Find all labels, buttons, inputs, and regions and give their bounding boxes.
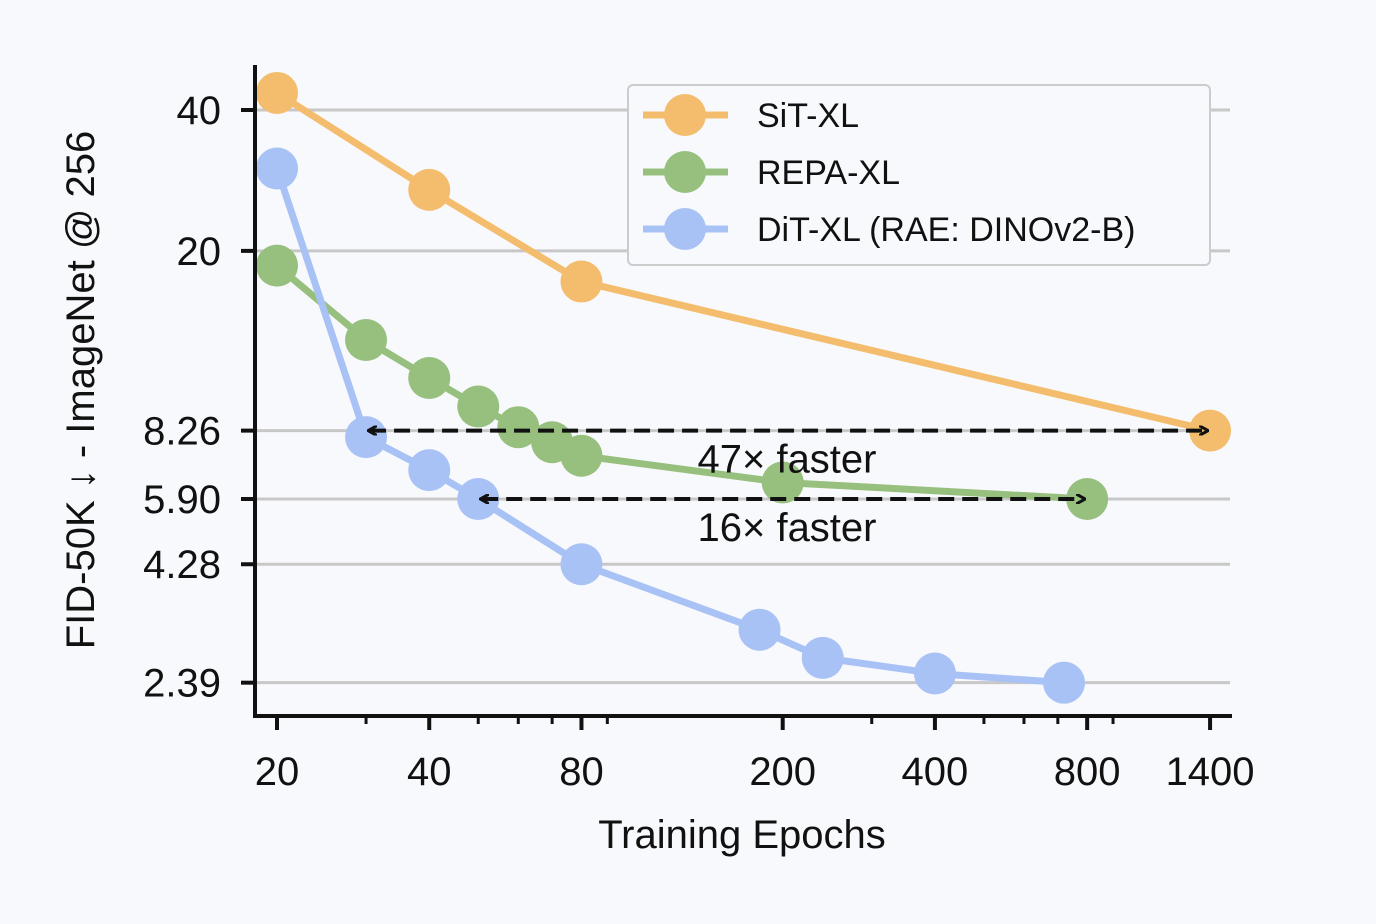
y-tick-label: 2.39 [143, 662, 221, 706]
y-tick-label: 5.90 [143, 478, 221, 522]
data-point [408, 357, 451, 400]
data-point [560, 260, 603, 303]
data-point [761, 461, 804, 504]
series-layer [256, 71, 1232, 704]
data-point [256, 147, 298, 190]
data-point [1189, 409, 1232, 452]
x-tick-label: 40 [407, 750, 452, 794]
y-axis-label: FID-50K ↓ - ImageNet @ 256 [59, 131, 103, 650]
data-point [1066, 478, 1109, 521]
axes: 40 20 8.26 5.90 4.28 2.39 20 40 80 200 400 800 1400 [143, 65, 1255, 794]
x-axis-label: Training Epochs [598, 813, 886, 857]
annotations: 47× faster 16× faster [370, 431, 1206, 550]
series-line-0 [275, 89, 1211, 435]
x-tick-label: 20 [255, 750, 300, 794]
legend-label: SiT-XL [757, 97, 859, 135]
legend-label: DiT-XL (RAE: DINOv2-B) [757, 211, 1135, 249]
data-point [560, 543, 603, 586]
data-point [457, 385, 500, 428]
data-point [345, 416, 388, 459]
data-point [256, 244, 298, 287]
y-tick-label: 40 [177, 89, 222, 133]
data-point [738, 608, 781, 651]
data-point [1043, 661, 1086, 704]
data-point [457, 478, 500, 521]
x-tick-label: 80 [559, 750, 604, 794]
legend-marker [664, 94, 706, 136]
x-tick-label: 800 [1054, 750, 1121, 794]
legend: SiT-XL REPA-XL DiT-XL (RAE: DINOv2-B) [627, 84, 1211, 266]
y-tick-label: 4.28 [143, 543, 221, 587]
data-point [913, 652, 956, 695]
data-point [345, 319, 388, 362]
legend-marker [664, 151, 706, 193]
legend-label: REPA-XL [757, 154, 900, 192]
speedup-label: 47× faster [697, 438, 876, 482]
data-point [801, 636, 844, 679]
y-tick-label: 8.26 [143, 410, 221, 454]
y-tick-label: 20 [177, 230, 222, 274]
data-point [408, 168, 451, 211]
x-tick-label: 1400 [1166, 750, 1255, 794]
x-tick-label: 200 [749, 750, 816, 794]
speedup-label: 16× faster [697, 506, 876, 550]
data-point [560, 434, 603, 477]
series-line-1 [274, 262, 1088, 503]
data-point [408, 449, 451, 492]
legend-marker [664, 208, 706, 250]
legend-box [627, 84, 1211, 266]
data-point [256, 71, 298, 114]
x-tick-label: 400 [902, 750, 969, 794]
